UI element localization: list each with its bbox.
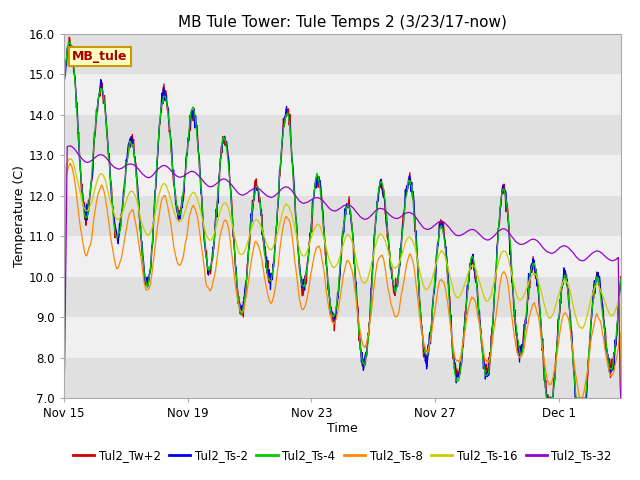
X-axis label: Time: Time (327, 422, 358, 435)
Bar (64, 236, 621, 277)
Bar (64, 34, 621, 74)
Bar (64, 196, 621, 236)
Text: MB_tule: MB_tule (72, 50, 128, 63)
Bar (64, 317, 621, 358)
Bar (64, 277, 621, 317)
Bar (64, 74, 621, 115)
Bar (64, 358, 621, 398)
Title: MB Tule Tower: Tule Temps 2 (3/23/17-now): MB Tule Tower: Tule Temps 2 (3/23/17-now… (178, 15, 507, 30)
Legend: Tul2_Tw+2, Tul2_Ts-2, Tul2_Ts-4, Tul2_Ts-8, Tul2_Ts-16, Tul2_Ts-32: Tul2_Tw+2, Tul2_Ts-2, Tul2_Ts-4, Tul2_Ts… (68, 444, 616, 467)
Bar (64, 155, 621, 196)
Bar (64, 115, 621, 155)
Y-axis label: Temperature (C): Temperature (C) (13, 165, 26, 267)
